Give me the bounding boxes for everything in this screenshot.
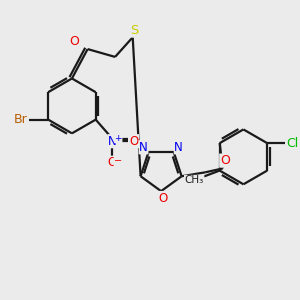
Text: O: O xyxy=(108,156,117,169)
Text: +: + xyxy=(115,134,122,143)
Text: O: O xyxy=(158,191,168,205)
Text: O: O xyxy=(129,135,139,148)
Text: Cl: Cl xyxy=(286,136,299,150)
Text: N: N xyxy=(174,141,183,154)
Text: N: N xyxy=(108,135,117,148)
Text: O: O xyxy=(220,154,230,167)
Text: S: S xyxy=(130,24,139,37)
Text: −: − xyxy=(114,156,122,166)
Text: O: O xyxy=(69,35,79,48)
Text: CH₃: CH₃ xyxy=(184,176,204,185)
Text: Br: Br xyxy=(14,113,28,126)
Text: N: N xyxy=(139,141,148,154)
